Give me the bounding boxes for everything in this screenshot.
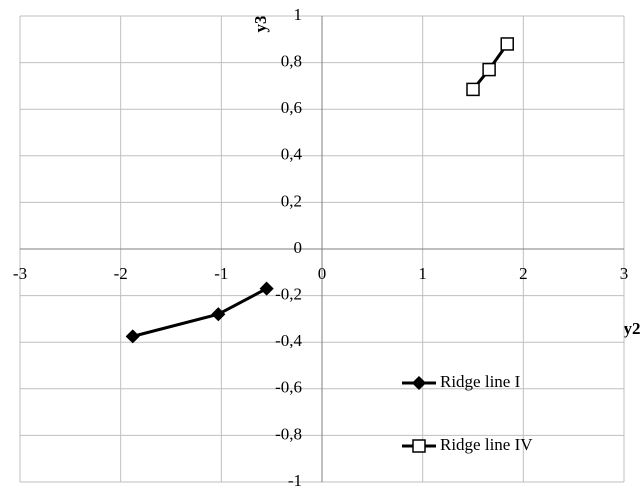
data-point	[211, 307, 226, 322]
data-point	[259, 281, 274, 296]
y-tick-label: 0,8	[281, 52, 302, 71]
y-tick-label: 0	[294, 238, 303, 257]
y-tick-label: -0,4	[275, 331, 302, 350]
x-tick-label: 0	[318, 264, 327, 283]
y-tick-label: -1	[288, 471, 302, 489]
legend-marker	[412, 439, 426, 453]
legend-label: Ridge line IV	[440, 435, 533, 454]
data-point	[125, 329, 140, 344]
data-point	[466, 82, 480, 97]
y-tick-label: -0,2	[275, 285, 302, 304]
x-tick-label: -1	[214, 264, 228, 283]
y-tick-label: 0,4	[281, 145, 303, 164]
x-tick-label: 3	[620, 264, 629, 283]
legend-marker	[411, 375, 427, 391]
y-tick-label: 0,2	[281, 191, 302, 210]
y-tick-label: -0,8	[275, 424, 302, 443]
data-point	[500, 37, 514, 51]
legend-label: Ridge line I	[440, 372, 521, 391]
y-tick-label: 1	[294, 5, 303, 24]
y-tick-label: 0,6	[281, 98, 302, 117]
x-axis-title: y2	[624, 319, 641, 338]
x-tick-label: 1	[418, 264, 427, 283]
data-point	[482, 62, 496, 77]
y-tick-label: -0,6	[275, 378, 302, 397]
x-tick-label: -3	[13, 264, 27, 283]
y-axis-title: y3	[251, 16, 270, 33]
x-tick-label: 2	[519, 264, 528, 283]
x-tick-label: -2	[114, 264, 128, 283]
